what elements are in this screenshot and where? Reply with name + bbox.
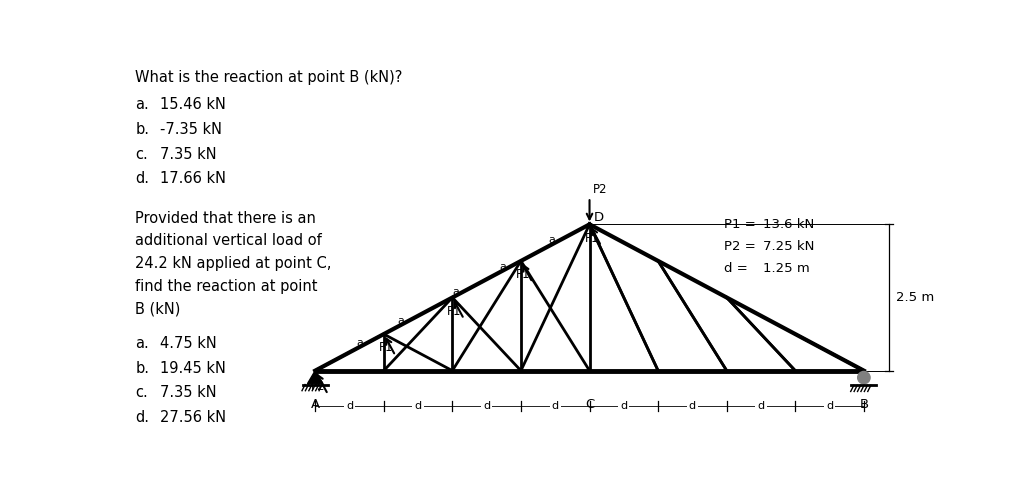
Text: P2: P2 bbox=[592, 183, 607, 196]
Text: P1: P1 bbox=[516, 268, 530, 281]
Text: 19.45 kN: 19.45 kN bbox=[160, 361, 226, 376]
Text: additional vertical load of: additional vertical load of bbox=[136, 233, 322, 248]
Text: B: B bbox=[860, 398, 869, 411]
Text: 15.46 kN: 15.46 kN bbox=[160, 97, 226, 112]
Text: P2: P2 bbox=[310, 380, 325, 393]
Text: d: d bbox=[758, 401, 765, 411]
Text: b.: b. bbox=[136, 122, 149, 137]
Text: a.: a. bbox=[136, 336, 149, 351]
Text: -7.35 kN: -7.35 kN bbox=[160, 122, 223, 137]
Text: d: d bbox=[689, 401, 696, 411]
Text: P1: P1 bbox=[379, 341, 393, 354]
Text: P1: P1 bbox=[447, 305, 461, 318]
Text: d: d bbox=[620, 401, 627, 411]
Text: D: D bbox=[594, 211, 604, 224]
Text: a: a bbox=[398, 316, 404, 326]
Text: d.: d. bbox=[136, 410, 149, 425]
Text: What is the reaction at point B (kN)?: What is the reaction at point B (kN)? bbox=[136, 70, 402, 86]
Text: 13.6 kN: 13.6 kN bbox=[763, 218, 815, 231]
Text: 7.25 kN: 7.25 kN bbox=[763, 240, 815, 253]
Text: d: d bbox=[415, 401, 422, 411]
Text: 2.5 m: 2.5 m bbox=[896, 291, 934, 304]
Text: P2 =: P2 = bbox=[724, 240, 757, 253]
Circle shape bbox=[858, 371, 870, 384]
Text: 7.35 kN: 7.35 kN bbox=[160, 385, 216, 400]
Text: a: a bbox=[548, 235, 555, 245]
Text: a: a bbox=[499, 262, 506, 272]
Text: C: C bbox=[585, 398, 594, 411]
Text: 4.75 kN: 4.75 kN bbox=[160, 336, 216, 351]
Text: c.: c. bbox=[136, 146, 148, 161]
Text: 24.2 kN applied at point C,: 24.2 kN applied at point C, bbox=[136, 256, 332, 271]
Text: Provided that there is an: Provided that there is an bbox=[136, 211, 317, 225]
Text: P1 =: P1 = bbox=[724, 218, 757, 231]
Text: P1: P1 bbox=[584, 231, 599, 244]
Text: b.: b. bbox=[136, 361, 149, 376]
Text: a: a bbox=[356, 338, 363, 348]
Text: c.: c. bbox=[136, 385, 148, 400]
Text: d: d bbox=[346, 401, 353, 411]
Text: A: A bbox=[310, 398, 320, 411]
Text: 1.25 m: 1.25 m bbox=[763, 262, 810, 275]
Text: d: d bbox=[826, 401, 833, 411]
Text: 27.56 kN: 27.56 kN bbox=[160, 410, 227, 425]
Text: d: d bbox=[551, 401, 558, 411]
Text: 7.35 kN: 7.35 kN bbox=[160, 146, 216, 161]
Text: 17.66 kN: 17.66 kN bbox=[160, 171, 227, 186]
Text: a: a bbox=[452, 287, 459, 297]
Text: d.: d. bbox=[136, 171, 149, 186]
Polygon shape bbox=[307, 371, 323, 384]
Text: find the reaction at point: find the reaction at point bbox=[136, 279, 318, 294]
Text: d =: d = bbox=[724, 262, 748, 275]
Text: a.: a. bbox=[136, 97, 149, 112]
Text: B (kN): B (kN) bbox=[136, 301, 181, 316]
Text: d: d bbox=[483, 401, 490, 411]
